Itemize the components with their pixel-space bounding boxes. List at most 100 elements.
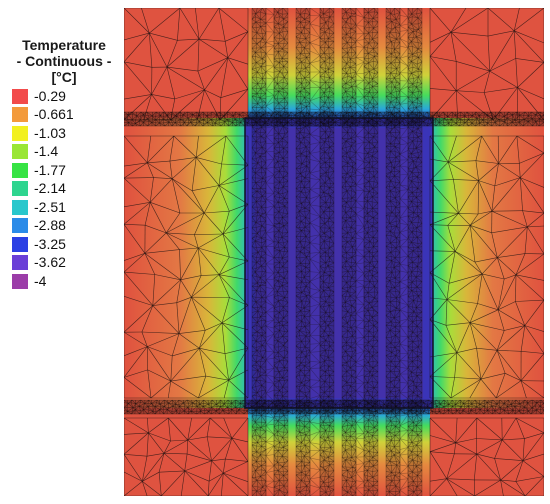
mesh-edge <box>279 26 284 30</box>
legend-swatch <box>12 162 28 178</box>
mesh-edge <box>251 38 258 45</box>
mesh-edge <box>144 224 167 234</box>
mesh-edge <box>260 449 267 455</box>
mesh-edge <box>180 279 192 298</box>
mesh-edge <box>278 51 280 59</box>
mesh-edge <box>279 33 285 40</box>
mesh-edge <box>262 58 267 62</box>
mesh-edge <box>222 211 230 235</box>
mesh-edge <box>469 225 476 263</box>
mesh-edge <box>149 33 153 68</box>
mesh-edge <box>260 312 267 317</box>
mesh-edge <box>259 282 263 286</box>
mesh-edge <box>124 481 143 496</box>
mesh-edge <box>279 61 283 63</box>
mesh-edge <box>469 225 498 258</box>
mesh-edge <box>260 200 262 208</box>
mesh-edge <box>283 31 289 40</box>
mesh-edge <box>277 12 284 20</box>
mesh-edge <box>261 396 267 398</box>
mesh-edge <box>255 141 263 148</box>
mesh-edge <box>259 155 267 158</box>
mesh-edge <box>273 33 280 38</box>
mesh-edge <box>282 66 284 74</box>
mesh-edge <box>163 453 188 455</box>
mesh-edge <box>255 421 258 428</box>
mesh-edge <box>257 233 262 239</box>
mesh-edge <box>282 125 289 132</box>
legend-entry-label: -2.14 <box>34 180 66 197</box>
mesh-edge <box>147 135 152 163</box>
mesh-edge <box>256 476 261 481</box>
mesh-edge <box>257 156 261 164</box>
mesh-edge <box>221 305 249 324</box>
mesh-edge <box>260 271 263 278</box>
mesh-edge <box>261 167 267 169</box>
mesh-edge <box>476 348 482 380</box>
mesh-edge <box>255 158 259 164</box>
mesh-edge <box>476 438 503 441</box>
mesh-edge <box>515 417 525 439</box>
mesh-edge <box>273 155 278 162</box>
mesh-edge <box>476 417 503 441</box>
mesh-edge <box>273 206 280 208</box>
mesh-edge <box>277 43 280 49</box>
mesh-edge <box>152 305 180 334</box>
mesh-edge <box>251 464 256 471</box>
mesh-edge <box>278 171 280 178</box>
legend-entry-label: -1.03 <box>34 124 66 141</box>
mesh-edge <box>260 19 267 24</box>
mesh-edge <box>277 77 285 84</box>
mesh-edge <box>273 142 279 149</box>
mesh-edge <box>261 152 267 154</box>
mesh-edge <box>278 38 285 44</box>
mesh-edge <box>260 11 267 15</box>
mesh-edge <box>251 316 258 319</box>
mesh-edge <box>251 246 259 253</box>
mesh-edge <box>251 459 257 462</box>
mesh-edge <box>251 267 257 269</box>
mesh-edge <box>256 350 261 352</box>
mesh-edge <box>282 151 289 159</box>
mesh-edge <box>273 202 279 207</box>
mesh-edge <box>282 198 285 204</box>
mesh-edge <box>277 126 280 134</box>
mesh-edge <box>454 377 481 380</box>
mesh-edge <box>256 41 261 45</box>
mesh-edge <box>256 256 262 258</box>
mesh-edge <box>261 292 267 298</box>
mesh-edge <box>273 22 279 25</box>
mesh-edge <box>256 361 261 363</box>
mesh-edge <box>256 285 261 291</box>
mesh-edge <box>256 212 259 216</box>
mesh-edge <box>515 301 526 326</box>
mesh-edge <box>515 417 544 434</box>
mesh-edge <box>251 96 258 104</box>
mesh-edge <box>124 61 152 95</box>
mesh-edge <box>283 147 289 149</box>
mesh-edge <box>224 353 229 381</box>
mesh-edge <box>251 21 257 27</box>
mesh-edge <box>517 87 544 100</box>
mesh-edge <box>284 101 289 104</box>
legend-swatch <box>12 255 28 271</box>
bottom-gradient-zone <box>248 406 430 496</box>
mesh-edge <box>260 316 262 321</box>
mesh-edge <box>124 162 148 179</box>
mesh-edge <box>180 275 202 281</box>
mesh-edge <box>260 335 263 342</box>
mesh-edge <box>257 390 263 393</box>
mesh-edge <box>469 378 482 399</box>
mesh-edge <box>256 446 262 453</box>
mesh-edge <box>261 178 263 183</box>
mesh-edge <box>257 335 262 337</box>
mesh-edge <box>261 206 263 214</box>
mesh-edge <box>500 480 504 496</box>
mesh-edge <box>262 312 267 314</box>
mesh-edge <box>255 76 258 84</box>
mesh-edge <box>150 380 171 399</box>
mesh-edge <box>255 377 258 381</box>
mesh-edge <box>273 211 280 218</box>
mesh-edge <box>255 375 261 381</box>
mesh-edge <box>256 195 263 202</box>
